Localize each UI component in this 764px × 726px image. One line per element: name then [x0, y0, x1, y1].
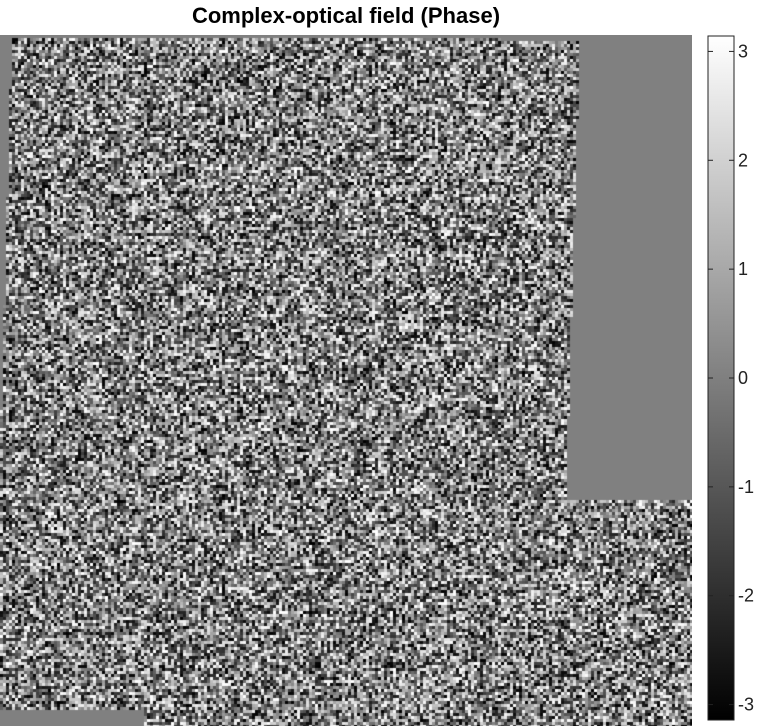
- colorbar-tick-label: -2: [738, 586, 754, 606]
- colorbar-ticks: 3 2 1 0 -1 -2 -3: [708, 41, 754, 715]
- colorbar-tick-label: -1: [738, 477, 754, 497]
- colorbar-tick-label: 2: [738, 150, 748, 170]
- phase-heatmap: [0, 35, 692, 726]
- chart-title: Complex-optical field (Phase): [191, 3, 501, 28]
- colorbar-tick-label: -3: [738, 695, 754, 715]
- colorbar: 3 2 1 0 -1 -2 -3: [707, 35, 754, 721]
- colorbar-tick-label: 0: [738, 368, 748, 388]
- colorbar-tick-label: 3: [738, 41, 748, 61]
- colorbar-tick-label: 1: [738, 259, 748, 279]
